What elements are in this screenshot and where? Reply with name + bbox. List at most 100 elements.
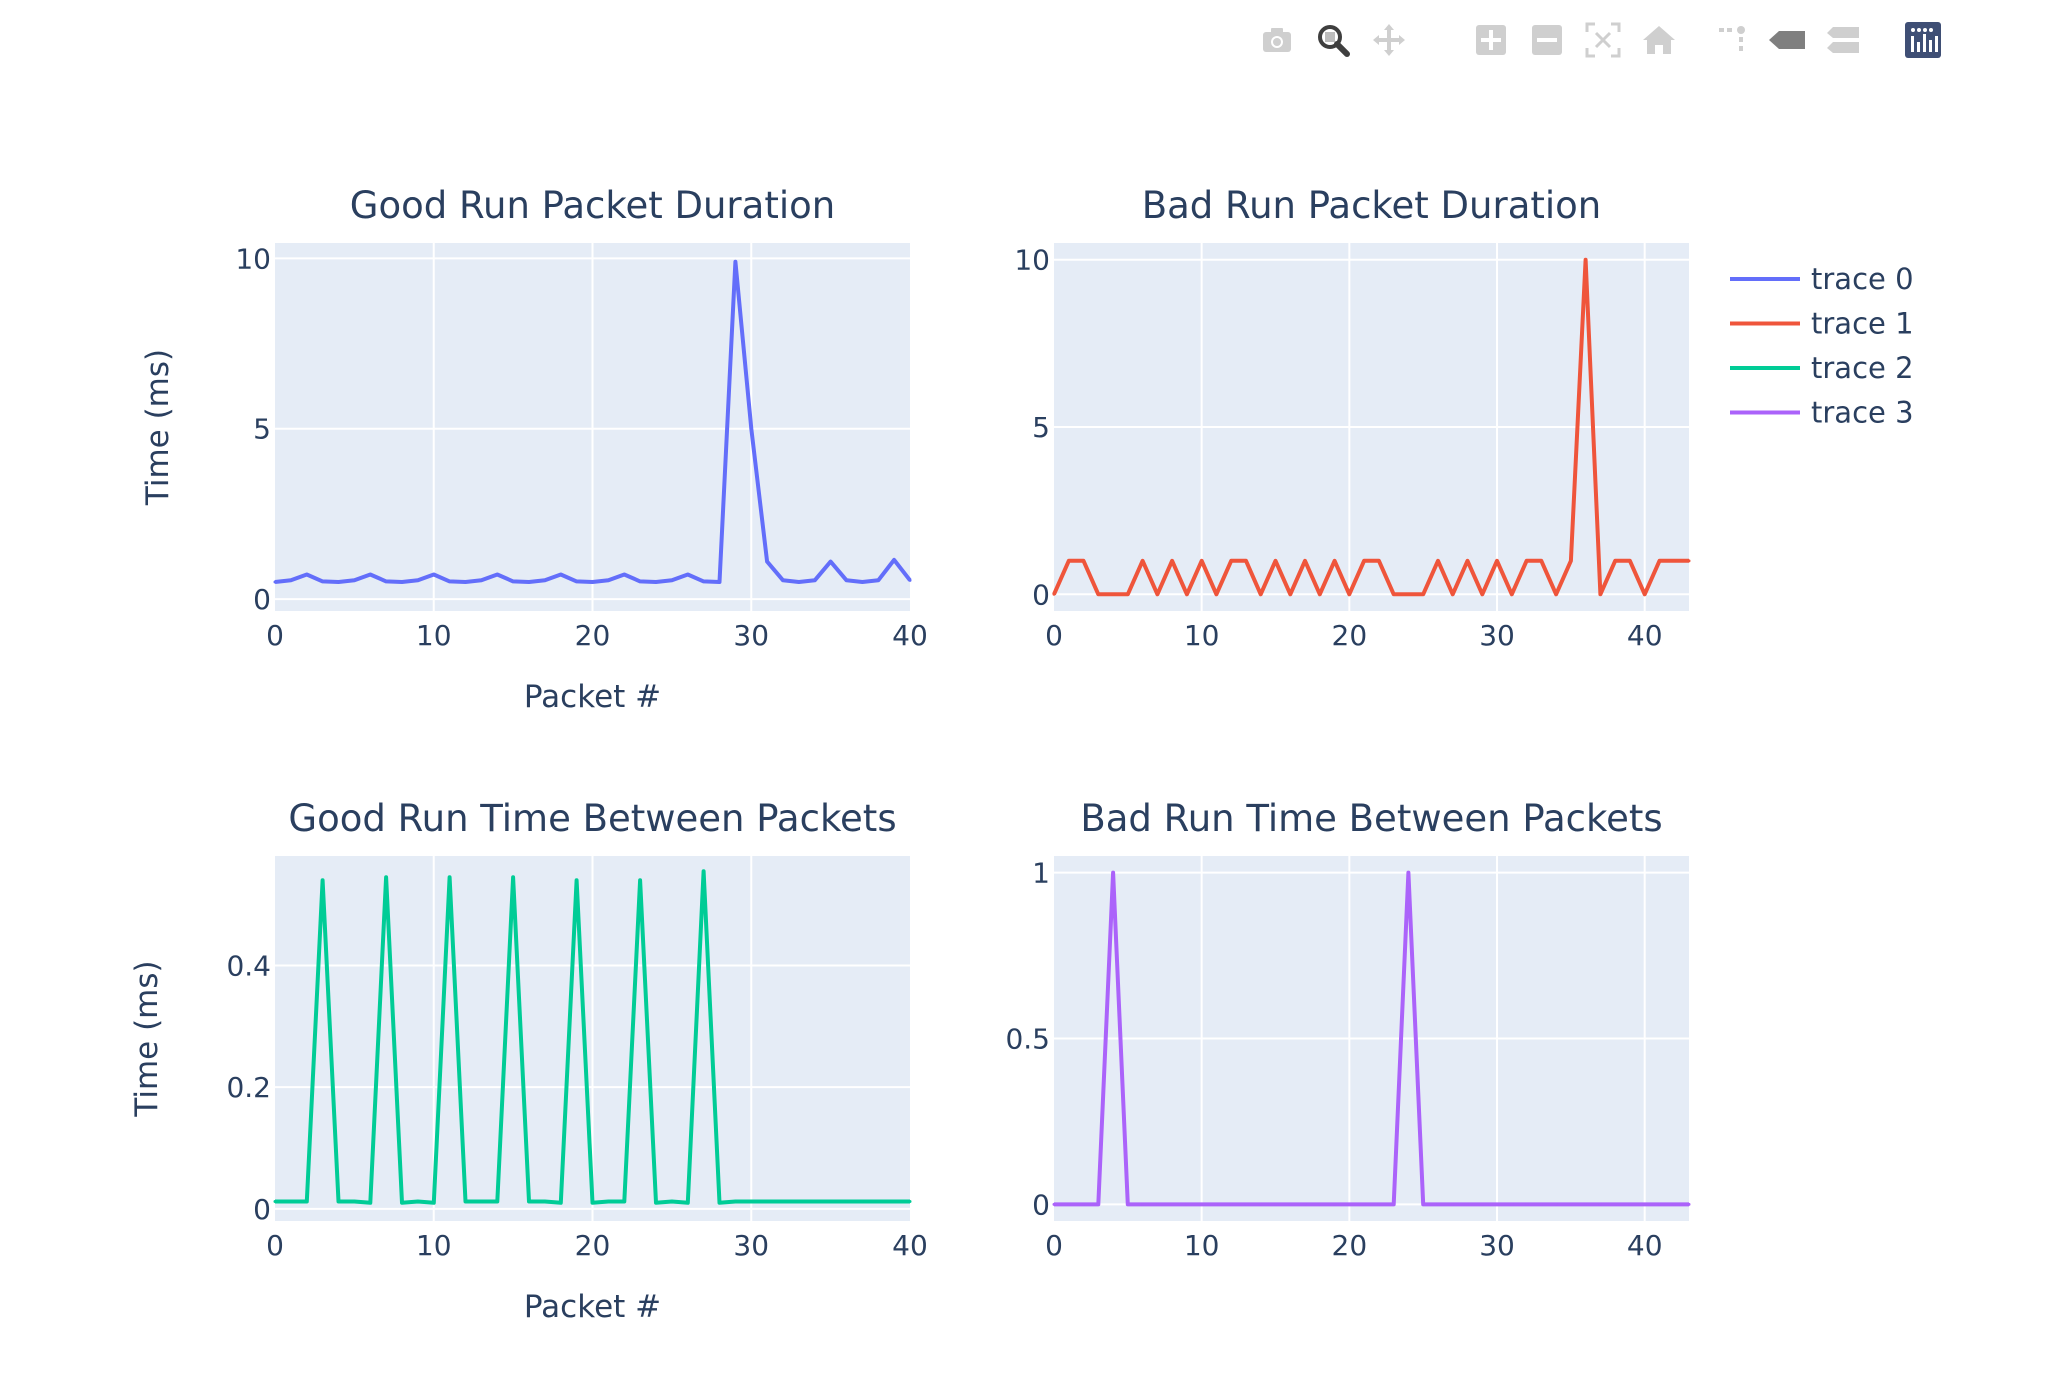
data-point (876, 578, 880, 582)
spike-lines-button[interactable] (1711, 18, 1755, 62)
hover-compare-button[interactable] (1821, 18, 1865, 62)
data-point (1628, 559, 1632, 563)
data-point (273, 1200, 277, 1204)
data-point (479, 578, 483, 582)
data-point (1554, 1202, 1558, 1206)
y-tick-label: 10 (235, 242, 271, 275)
x-tick-label: 0 (1045, 1229, 1063, 1262)
data-point (1096, 592, 1100, 596)
zoom-button[interactable] (1311, 18, 1355, 62)
subplot-3: 0 10 20 30 40 0 0.2 0.4 Good Run Time Between Pa… (129, 797, 928, 1325)
series-line[interactable] (1054, 870, 1689, 1207)
data-point (1318, 1202, 1322, 1206)
data-point (1200, 1202, 1204, 1206)
data-point (1096, 1202, 1100, 1206)
data-point (1465, 1202, 1469, 1206)
legend-label: trace 1 (1811, 307, 1914, 341)
data-point (797, 1200, 801, 1204)
data-point (1362, 1202, 1366, 1206)
data-point (1082, 1202, 1086, 1206)
data-point (1377, 559, 1381, 563)
data-point (400, 580, 404, 584)
data-point (1687, 1202, 1691, 1206)
data-point (765, 1200, 769, 1204)
data-point (860, 580, 864, 584)
data-point (1347, 592, 1351, 596)
data-point (1554, 592, 1558, 596)
data-point (1628, 1202, 1632, 1206)
data-point (1480, 1202, 1484, 1206)
data-point (575, 579, 579, 583)
data-point (400, 1201, 404, 1205)
plotly-logo-button[interactable] (1901, 18, 1945, 62)
zoom-in-icon (1476, 25, 1506, 55)
data-point (1155, 1202, 1159, 1206)
hover-compare-icon (1827, 27, 1859, 53)
y-tick-label: 5 (253, 413, 271, 446)
data-point (829, 1200, 833, 1204)
data-point (1229, 559, 1233, 563)
data-point (654, 580, 658, 584)
home-button[interactable] (1637, 18, 1681, 62)
y-tick-label: 0.5 (1005, 1023, 1050, 1056)
data-point (543, 1200, 547, 1204)
data-point (1421, 1202, 1425, 1206)
zoom-icon (1318, 25, 1350, 57)
data-point (892, 1200, 896, 1204)
data-point (1067, 1202, 1071, 1206)
data-point (860, 1200, 864, 1204)
data-point (1214, 1202, 1218, 1206)
data-point (892, 558, 896, 562)
legend-item[interactable]: trace 0 (1730, 262, 1914, 296)
data-point (908, 1200, 912, 1204)
data-point (1584, 258, 1588, 262)
legend: trace 0 trace 1 trace 2 trace 3 (1730, 262, 1914, 430)
x-tick-label: 10 (416, 619, 452, 652)
pan-button[interactable] (1367, 18, 1411, 62)
data-point (1377, 1202, 1381, 1206)
x-tick-label: 30 (1479, 1229, 1515, 1262)
data-point (432, 573, 436, 577)
data-point (1141, 1202, 1145, 1206)
data-point (1067, 559, 1071, 563)
home-icon (1643, 26, 1675, 54)
autoscale-button[interactable] (1581, 18, 1625, 62)
x-tick-label: 10 (1184, 619, 1220, 652)
zoom-in-button[interactable] (1469, 18, 1513, 62)
data-point (1421, 592, 1425, 596)
data-point (1598, 592, 1602, 596)
data-point (606, 578, 610, 582)
data-point (1539, 1202, 1543, 1206)
data-point (1495, 1202, 1499, 1206)
x-tick-label: 20 (1332, 619, 1368, 652)
data-point (1229, 1202, 1233, 1206)
data-point (432, 1201, 436, 1205)
data-point (591, 1201, 594, 1205)
camera-button[interactable] (1255, 18, 1299, 62)
data-point (749, 427, 753, 431)
hover-closest-button[interactable] (1765, 18, 1809, 62)
plotly-logo-icon (1905, 22, 1941, 58)
data-point (733, 260, 737, 264)
x-tick-label: 20 (575, 1229, 611, 1262)
data-point (1303, 1202, 1307, 1206)
zoom-out-button[interactable] (1525, 18, 1569, 62)
data-point (781, 1200, 785, 1204)
y-tick-label: 0 (1032, 578, 1050, 611)
data-point (543, 578, 547, 582)
x-tick-label: 30 (733, 1229, 769, 1262)
data-point (527, 580, 531, 584)
data-point (813, 578, 817, 582)
data-point (464, 580, 467, 584)
legend-item[interactable]: trace 3 (1730, 396, 1914, 430)
pan-icon (1373, 24, 1405, 56)
data-point (1672, 1202, 1676, 1206)
x-tick-label: 0 (266, 619, 284, 652)
x-tick-label: 20 (1332, 1229, 1368, 1262)
legend-item[interactable]: trace 1 (1730, 307, 1914, 341)
legend-item[interactable]: trace 2 (1730, 351, 1914, 385)
series-line[interactable] (1052, 257, 1689, 597)
data-point (1288, 1202, 1292, 1206)
data-point (1274, 559, 1278, 563)
data-point (1259, 592, 1263, 596)
